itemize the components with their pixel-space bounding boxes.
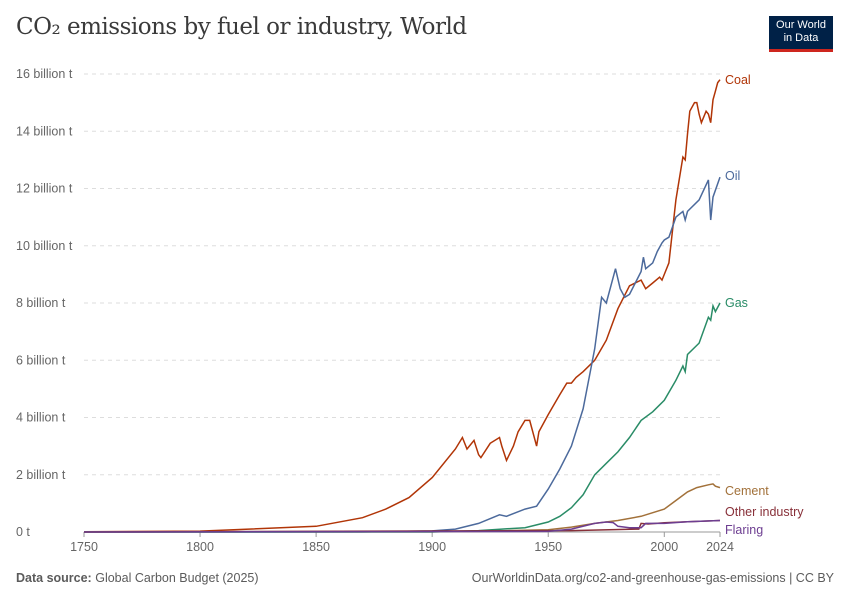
series-line-oil: [83, 176, 721, 533]
y-tick-label: 6 billion t: [16, 353, 66, 367]
x-tick-label: 1800: [186, 540, 214, 554]
x-tick-label: 1850: [302, 540, 330, 554]
series-label-other-industry: Other industry: [725, 505, 804, 519]
series-label-cement: Cement: [725, 484, 769, 498]
series-line-coal: [83, 79, 721, 533]
y-tick-label: 14 billion t: [16, 124, 73, 138]
footer-url[interactable]: OurWorldinData.org/co2-and-greenhouse-ga…: [471, 571, 834, 585]
x-tick-label: 1950: [534, 540, 562, 554]
source-label: Data source:: [16, 571, 92, 585]
series-label-flaring: Flaring: [725, 523, 763, 537]
y-tick-label: 12 billion t: [16, 182, 73, 196]
x-tick-label: 1750: [70, 540, 98, 554]
y-tick-label: 4 billion t: [16, 411, 66, 425]
series-label-coal: Coal: [725, 73, 751, 87]
y-tick-label: 16 billion t: [16, 67, 73, 81]
series-line-cement: [83, 483, 721, 533]
data-source: Data source: Global Carbon Budget (2025): [16, 571, 259, 585]
x-tick-label: 1900: [418, 540, 446, 554]
owid-logo[interactable]: Our World in Data: [769, 16, 833, 52]
series-line-gas: [84, 302, 721, 533]
series-line-other-industry: [83, 519, 721, 533]
y-tick-label: 0 t: [16, 525, 30, 539]
line-chart: 0 t 2 billion t 4 billion t 6 billion t 8 bi…: [16, 67, 804, 554]
logo-line1: Our World: [776, 19, 826, 31]
series-line-flaring: [83, 519, 721, 533]
series-label-gas: Gas: [725, 296, 748, 310]
source-value[interactable]: Global Carbon Budget (2025): [95, 571, 259, 585]
y-tick-label: 10 billion t: [16, 239, 73, 253]
series-label-oil: Oil: [725, 169, 740, 183]
x-tick-label: 2000: [650, 540, 678, 554]
logo-line2: in Data: [783, 32, 819, 44]
chart-title: CO₂ emissions by fuel or industry, World: [16, 14, 467, 40]
y-tick-label: 2 billion t: [16, 468, 66, 482]
y-tick-label: 8 billion t: [16, 296, 66, 310]
x-tick-label: 2024: [706, 540, 734, 554]
